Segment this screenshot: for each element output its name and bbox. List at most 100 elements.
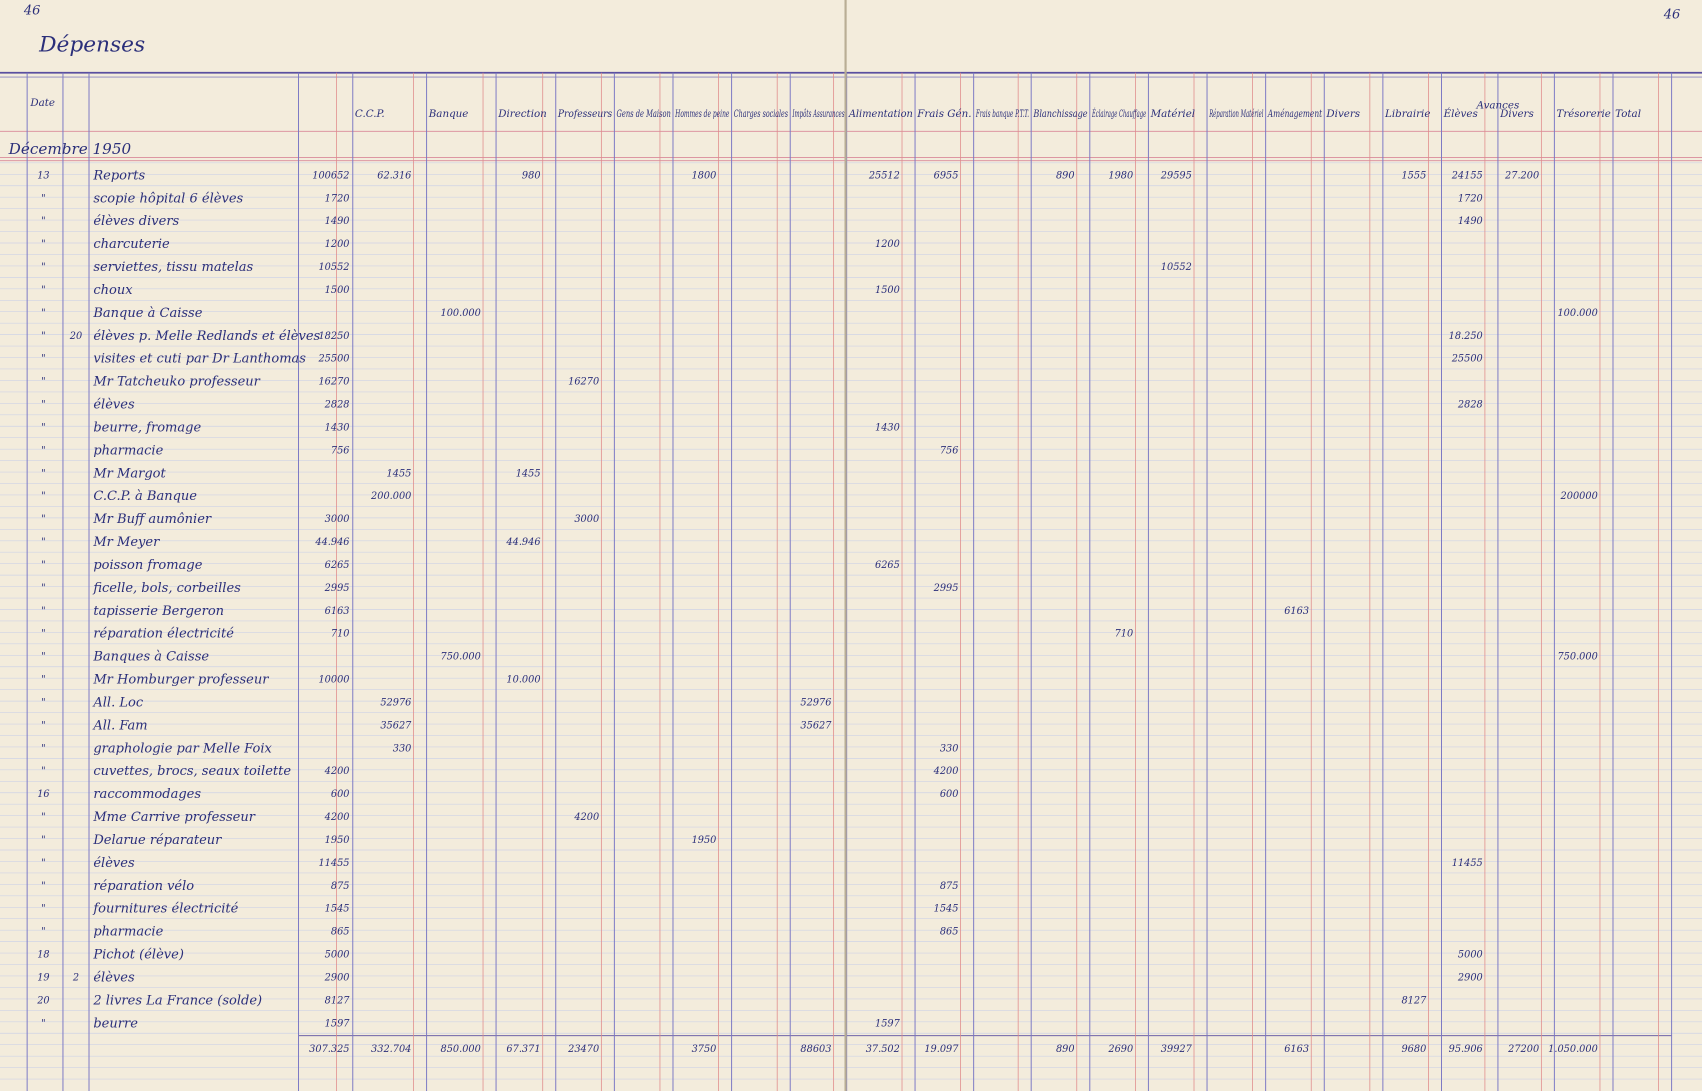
amount: 756 bbox=[331, 445, 350, 456]
entry: 1455 bbox=[516, 468, 541, 479]
entry: 3000 bbox=[574, 514, 599, 525]
entry: 2995 bbox=[933, 583, 959, 594]
day: " bbox=[41, 308, 45, 319]
column-header: Banque bbox=[428, 108, 469, 120]
day: 20 bbox=[36, 995, 49, 1006]
page-number: 46 bbox=[23, 3, 41, 18]
day: " bbox=[41, 491, 45, 502]
entry: 1720 bbox=[1458, 193, 1483, 204]
entry: 1800 bbox=[692, 170, 717, 181]
day: 13 bbox=[37, 170, 49, 181]
column-header: Direction bbox=[497, 108, 547, 120]
amount: 875 bbox=[331, 881, 350, 892]
entry: 1980 bbox=[1108, 170, 1133, 181]
amount: 1720 bbox=[325, 193, 350, 204]
column-header: Blanchissage bbox=[1033, 108, 1088, 120]
column-header: Hommes de peine bbox=[675, 108, 730, 120]
entry: 980 bbox=[522, 170, 541, 181]
entry: 1500 bbox=[875, 285, 900, 296]
day: " bbox=[41, 537, 45, 548]
entry: 100.000 bbox=[1557, 308, 1597, 319]
column-header: Professeurs bbox=[557, 108, 612, 120]
entry: 890 bbox=[1056, 170, 1075, 181]
column-header: C.C.P. bbox=[355, 108, 385, 120]
day: " bbox=[41, 560, 45, 571]
description: C.C.P. à Banque bbox=[93, 489, 197, 504]
entry: 1455 bbox=[387, 468, 412, 479]
day: " bbox=[41, 675, 45, 686]
total-entry: 2690 bbox=[1107, 1044, 1133, 1055]
day: " bbox=[41, 835, 45, 846]
description: fournitures électricité bbox=[92, 902, 238, 917]
entry: 25512 bbox=[868, 170, 900, 181]
amount: 6163 bbox=[325, 606, 350, 617]
amount: 1500 bbox=[325, 285, 350, 296]
amount: 1430 bbox=[325, 422, 350, 433]
column-header: Divers bbox=[1499, 108, 1534, 120]
amount: 10000 bbox=[318, 675, 349, 686]
entry: 2828 bbox=[1457, 400, 1483, 411]
description: pharmacie bbox=[93, 925, 163, 940]
column-header: Total bbox=[1615, 108, 1641, 120]
entry: 16270 bbox=[568, 377, 599, 388]
amount: 16270 bbox=[318, 377, 349, 388]
description: élèves bbox=[93, 970, 135, 985]
day: " bbox=[41, 629, 45, 640]
day: " bbox=[41, 331, 45, 342]
description: cuvettes, brocs, seaux toilette bbox=[93, 764, 291, 779]
day: " bbox=[41, 216, 45, 227]
column-header: Éclairage Chauffage bbox=[1091, 106, 1146, 120]
description: tapisserie Bergeron bbox=[93, 604, 224, 619]
description: beurre, fromage bbox=[93, 420, 201, 435]
entry: 750.000 bbox=[1557, 652, 1597, 663]
entry: 710 bbox=[1115, 629, 1134, 640]
note: 2 bbox=[72, 972, 79, 983]
column-header: Trésorerie bbox=[1557, 108, 1611, 120]
entry: 1430 bbox=[875, 422, 900, 433]
total-amount: 307.325 bbox=[309, 1044, 349, 1055]
description: Reports bbox=[92, 168, 145, 183]
day: " bbox=[41, 239, 45, 250]
description: Delarue réparateur bbox=[92, 833, 222, 848]
entry: 35627 bbox=[800, 720, 832, 731]
day: 18 bbox=[37, 950, 49, 961]
description: élèves bbox=[93, 856, 135, 871]
day: " bbox=[41, 422, 45, 433]
entry: 1200 bbox=[875, 239, 900, 250]
page-number: 46 bbox=[1663, 8, 1681, 23]
entry: 25500 bbox=[1451, 354, 1483, 365]
entry: 5000 bbox=[1458, 950, 1483, 961]
entry: 200000 bbox=[1560, 491, 1598, 502]
day: " bbox=[41, 904, 45, 915]
entry: 8127 bbox=[1401, 995, 1427, 1006]
entry: 100.000 bbox=[441, 308, 481, 319]
day: " bbox=[41, 720, 45, 731]
description: pharmacie bbox=[93, 443, 163, 458]
day: " bbox=[41, 193, 45, 204]
amount: 4200 bbox=[324, 812, 350, 823]
note: 20 bbox=[69, 331, 82, 342]
entry: 44.946 bbox=[505, 537, 540, 548]
amount: 600 bbox=[331, 789, 350, 800]
day: " bbox=[41, 400, 45, 411]
day: " bbox=[41, 812, 45, 823]
entry: 4200 bbox=[933, 766, 959, 777]
day: " bbox=[41, 927, 45, 938]
day: " bbox=[41, 377, 45, 388]
entry: 10.000 bbox=[506, 675, 540, 686]
entry: 29595 bbox=[1160, 170, 1192, 181]
entry: 200.000 bbox=[370, 491, 411, 502]
total-entry: 3750 bbox=[692, 1044, 717, 1055]
entry: 52976 bbox=[380, 697, 411, 708]
column-header: Aménagement bbox=[1267, 108, 1323, 120]
amount: 710 bbox=[331, 629, 350, 640]
total-entry: 850.000 bbox=[441, 1044, 481, 1055]
entry: 4200 bbox=[573, 812, 599, 823]
day: " bbox=[41, 606, 45, 617]
description: 2 livres La France (solde) bbox=[92, 993, 262, 1008]
description: All. Loc bbox=[92, 695, 143, 710]
entry: 6163 bbox=[1284, 606, 1309, 617]
column-header: Frais Gén. bbox=[916, 108, 971, 120]
entry: 750.000 bbox=[441, 652, 481, 663]
